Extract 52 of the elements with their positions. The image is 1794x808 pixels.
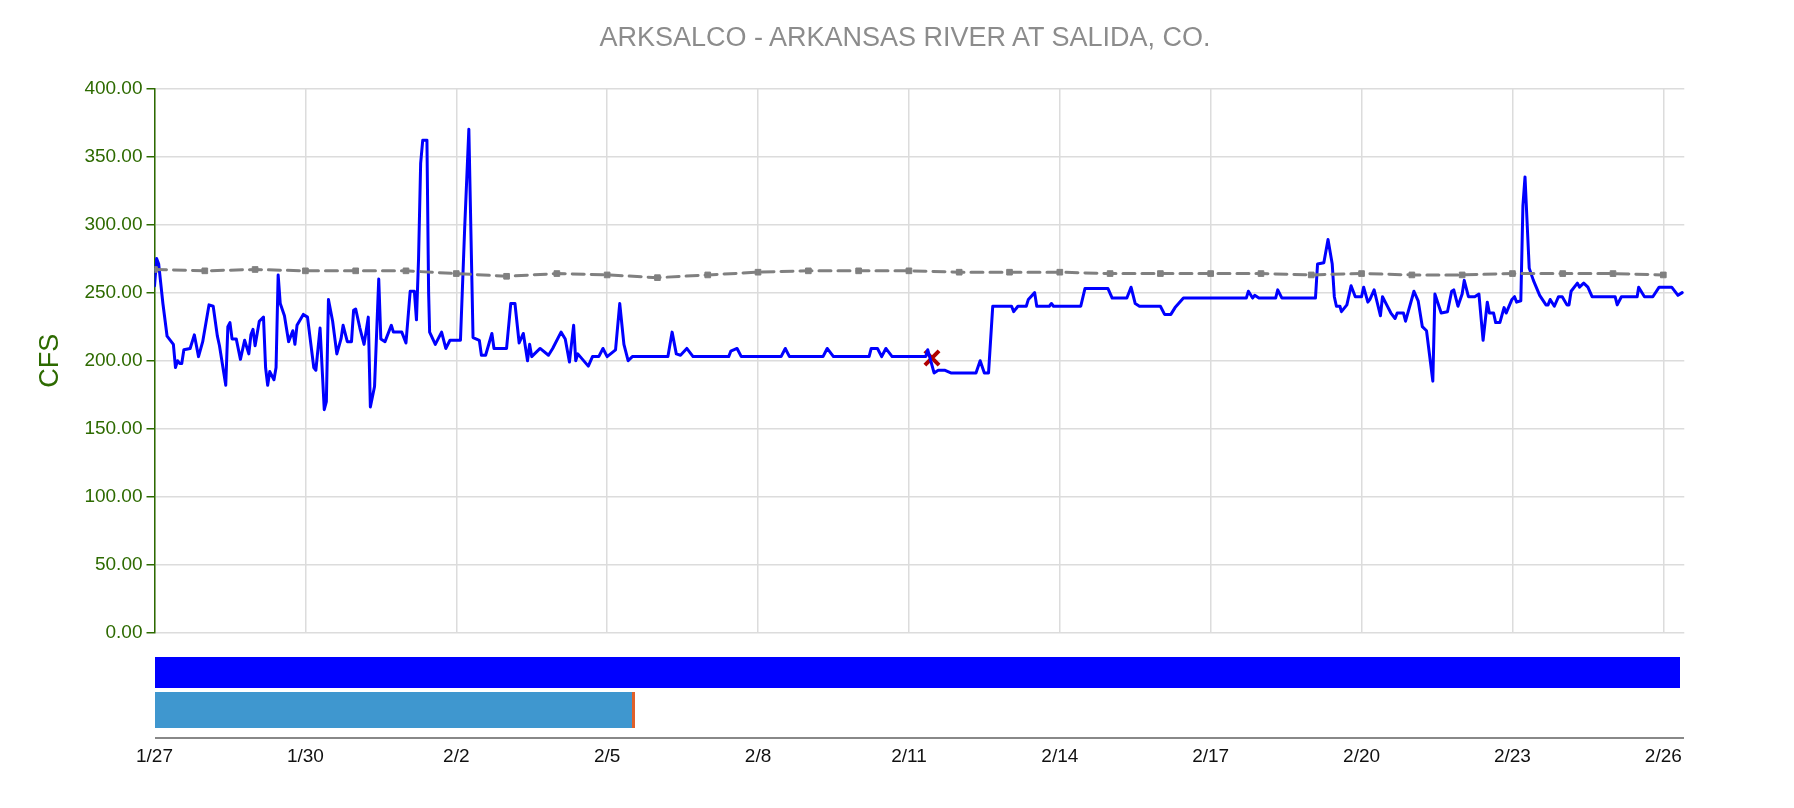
y-tick-label: 0.00 — [105, 621, 143, 643]
point — [1408, 271, 1416, 279]
point — [1659, 271, 1667, 279]
point — [503, 272, 510, 280]
point — [201, 267, 209, 275]
y-tick-label: 100.00 — [84, 485, 143, 507]
point — [1257, 270, 1265, 277]
point — [1609, 270, 1617, 277]
point — [302, 267, 309, 275]
x-tick-label: 1/30 — [286, 744, 324, 766]
point — [1458, 271, 1466, 279]
point — [352, 267, 360, 275]
point — [1509, 270, 1516, 277]
x-tick-label: 1/27 — [136, 744, 174, 766]
y-tick-label: 50.00 — [94, 553, 143, 575]
x-tick-label: 2/26 — [1644, 744, 1682, 766]
point — [603, 271, 611, 279]
point — [654, 274, 661, 281]
x-tick-label: 2/8 — [744, 744, 772, 766]
point — [1006, 268, 1013, 276]
x-tick-label: 2/17 — [1192, 744, 1230, 766]
y-tick-label: 400.00 — [84, 76, 143, 98]
y-axis-title: CFS — [33, 333, 64, 388]
point — [805, 267, 812, 275]
point — [1207, 270, 1215, 277]
x-tick-label: 2/2 — [443, 744, 470, 766]
point — [452, 270, 460, 277]
x-tick-label: 2/14 — [1041, 744, 1079, 766]
point — [1056, 268, 1064, 276]
point — [553, 270, 561, 277]
point — [1358, 270, 1365, 277]
y-tick-label: 200.00 — [84, 348, 143, 370]
y-tick-label: 350.00 — [84, 144, 143, 166]
y-tick-label: 250.00 — [84, 280, 143, 302]
y-tick-label: 300.00 — [84, 212, 143, 234]
point — [1307, 271, 1315, 279]
point — [1157, 270, 1164, 277]
x-tick-label: 2/23 — [1493, 744, 1531, 766]
point — [1559, 270, 1567, 277]
point — [1106, 270, 1114, 277]
point — [905, 267, 913, 275]
chart-title: ARKSALCO - ARKANSAS RIVER AT SALIDA, CO. — [599, 21, 1211, 52]
point — [402, 267, 410, 275]
point — [855, 267, 862, 275]
x-tick-label: 2/11 — [891, 744, 927, 766]
y-tick-label: 150.00 — [84, 417, 143, 439]
point — [955, 268, 963, 276]
point — [704, 271, 712, 279]
point — [754, 268, 762, 276]
point — [251, 266, 259, 273]
x-tick-label: 2/20 — [1343, 744, 1381, 766]
x-tick-label: 2/5 — [593, 744, 621, 766]
